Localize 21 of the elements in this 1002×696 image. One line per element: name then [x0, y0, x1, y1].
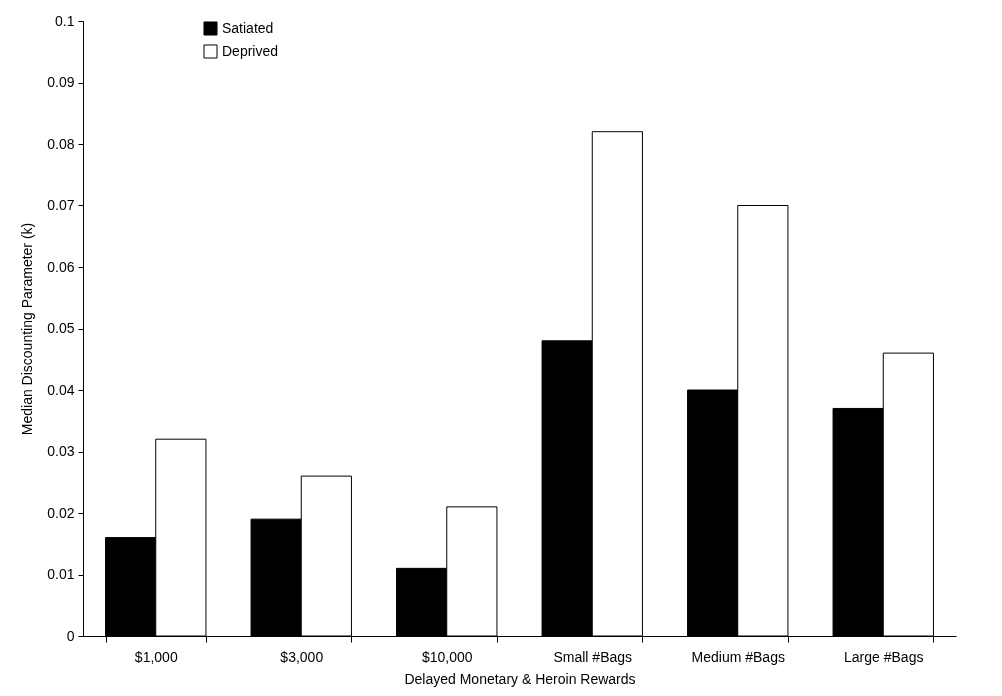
y-tick-label: 0.1 — [55, 12, 75, 29]
y-tick-label: 0.05 — [47, 320, 75, 336]
legend-label: Satiated — [222, 19, 274, 36]
x-tick-label: Medium #Bags — [691, 648, 785, 665]
legend-label: Deprived — [222, 42, 279, 59]
x-tick-label: $3,000 — [280, 648, 324, 665]
x-tick-label: Large #Bags — [844, 648, 924, 665]
y-tick-label: 0.01 — [47, 566, 75, 582]
y-tick-label: 0.08 — [47, 135, 75, 152]
y-tick-label: 0.03 — [47, 443, 75, 459]
y-tick-label: 0.09 — [47, 74, 75, 90]
y-tick-label: 0 — [66, 627, 75, 644]
x-tick-label: $1,000 — [134, 648, 178, 665]
y-tick-label: 0.06 — [47, 258, 75, 275]
y-tick-label: 0.07 — [47, 197, 75, 213]
y-tick-label: 0.02 — [47, 504, 75, 521]
x-axis-title: Delayed Monetary & Heroin Rewards — [404, 670, 636, 687]
x-tick-label: Small #Bags — [553, 648, 633, 665]
y-tick-label: 0.04 — [47, 381, 75, 398]
x-tick-label: $10,000 — [421, 648, 473, 665]
y-axis-title: Median Discounting Parameter (k) — [19, 222, 36, 436]
